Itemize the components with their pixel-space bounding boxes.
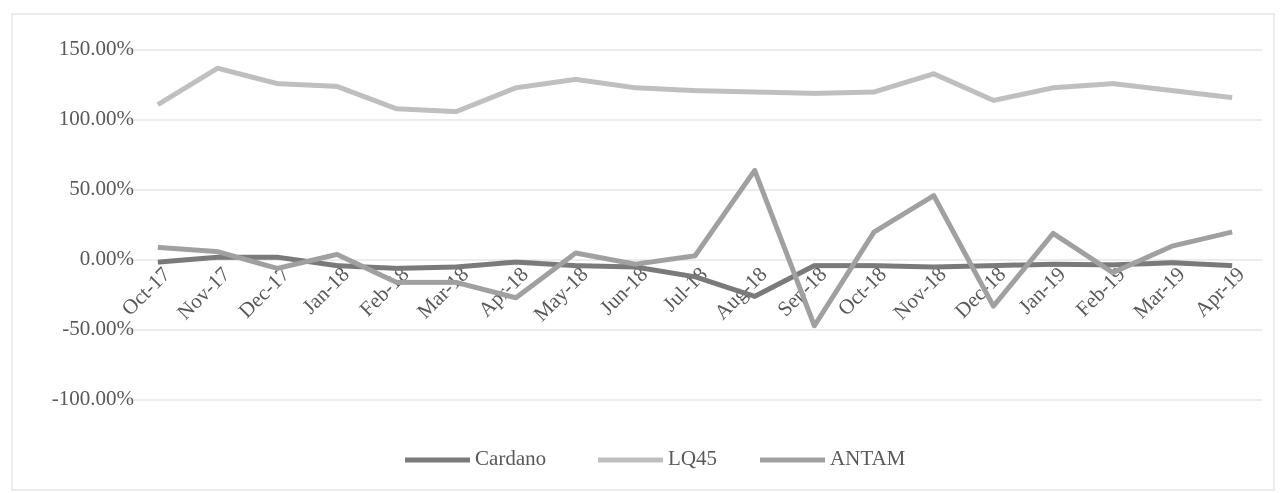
series-line [157,254,1233,299]
legend-label: ANTAM [830,446,906,470]
legend-label: Cardano [475,446,546,470]
y-tick-label: 150.00% [59,36,134,60]
y-tick-label: 100.00% [59,106,134,130]
legend-label: LQ45 [668,446,717,470]
y-tick-label: -100.00% [52,386,134,410]
series-line [156,65,1233,115]
series-line [157,167,1233,329]
y-tick-label: 0.00% [80,246,134,270]
y-tick-label: 50.00% [69,176,134,200]
y-tick-label: -50.00% [62,316,134,340]
